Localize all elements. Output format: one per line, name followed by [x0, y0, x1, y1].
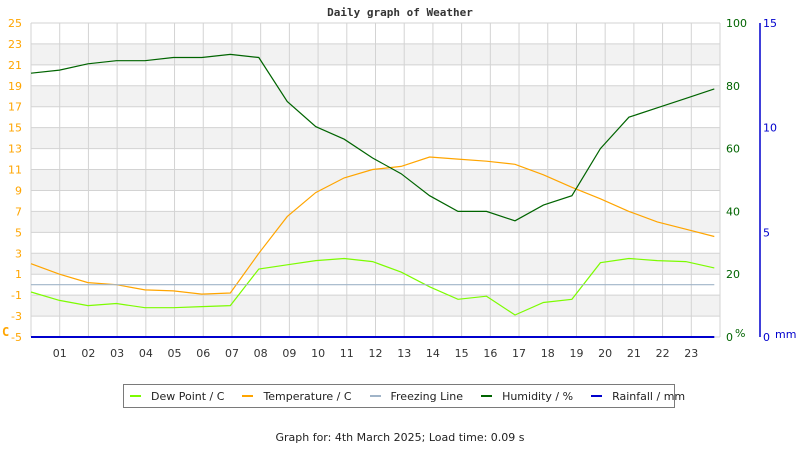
- x-tick-label: 05: [168, 347, 182, 360]
- x-tick-label: 13: [397, 347, 411, 360]
- temperature-swatch-icon: [242, 395, 254, 397]
- legend: Dew Point / C Temperature / C Freezing L…: [123, 384, 685, 408]
- x-tick-label: 01: [53, 347, 67, 360]
- y-tick-label: 25: [8, 17, 22, 30]
- humidity-tick-label: 100: [726, 17, 747, 30]
- x-tick-label: 19: [569, 347, 583, 360]
- x-tick-label: 22: [656, 347, 670, 360]
- legend-label: Dew Point / C: [151, 389, 225, 403]
- graph-footer: Graph for: 4th March 2025; Load time: 0.…: [275, 431, 525, 444]
- humidity-tick-label: 80: [726, 80, 740, 93]
- dew-point-swatch-icon: [130, 395, 141, 397]
- rain-unit-label: mm: [775, 328, 796, 341]
- chart-title: Daily graph of Weather: [327, 6, 473, 19]
- x-tick-label: 17: [512, 347, 526, 360]
- x-tick-label: 16: [483, 347, 497, 360]
- x-tick-label: 11: [340, 347, 354, 360]
- humidity-tick-label: 20: [726, 268, 740, 281]
- humidity-unit-label: %: [735, 327, 745, 340]
- x-tick-label: 18: [541, 347, 555, 360]
- legend-item-humidity: Humidity / %: [481, 390, 573, 403]
- y-tick-label: 23: [8, 38, 22, 51]
- x-tick-label: 04: [139, 347, 153, 360]
- x-tick-label: 09: [282, 347, 296, 360]
- humidity-tick-label: 60: [726, 143, 740, 156]
- legend-label: Temperature / C: [263, 389, 352, 403]
- x-tick-label: 15: [455, 347, 469, 360]
- rain-tick-label: 0: [763, 331, 770, 344]
- y-tick-label: 17: [8, 101, 22, 114]
- x-tick-label: 21: [627, 347, 641, 360]
- rainfall-swatch-icon: [591, 395, 603, 397]
- y-tick-label: 7: [15, 205, 22, 218]
- rain-tick-label: 5: [763, 226, 770, 239]
- y-tick-label: 9: [15, 184, 22, 197]
- x-tick-label: 03: [110, 347, 124, 360]
- x-tick-label: 07: [225, 347, 239, 360]
- axes: 252321191715131197531-1-3-5C100806040200…: [2, 17, 796, 360]
- y-tick-label: 21: [8, 59, 22, 72]
- rain-tick-label: 10: [763, 122, 777, 135]
- x-tick-label: 12: [369, 347, 383, 360]
- legend-item-rainfall: Rainfall / mm: [591, 390, 685, 403]
- x-tick-label: 02: [81, 347, 95, 360]
- series-line: [30, 156, 715, 295]
- humidity-tick-label: 40: [726, 205, 740, 218]
- legend-item-freezing-line: Freezing Line: [369, 389, 464, 403]
- y-tick-label: 13: [8, 143, 22, 156]
- y-tick-label: 5: [15, 226, 22, 239]
- humidity-swatch-icon: [481, 395, 493, 397]
- gridlines: [30, 22, 721, 338]
- y-tick-label: -3: [11, 310, 22, 323]
- y-tick-label: 11: [8, 164, 22, 177]
- y-tick-label: 1: [15, 268, 22, 281]
- legend-label: Rainfall / mm: [612, 389, 686, 403]
- legend-label: Freezing Line: [390, 389, 464, 403]
- left-unit-label: C: [2, 325, 9, 339]
- x-tick-label: 08: [254, 347, 268, 360]
- weather-chart: 252321191715131197531-1-3-5C100806040200…: [2, 17, 796, 360]
- data-lines: [30, 53, 715, 338]
- legend-item-temperature: Temperature / C: [242, 389, 352, 403]
- rain-tick-label: 15: [763, 17, 777, 30]
- y-tick-label: -1: [11, 289, 22, 302]
- y-tick-label: 3: [15, 247, 22, 260]
- y-tick-label: 19: [8, 80, 22, 93]
- legend-label: Humidity / %: [502, 389, 574, 403]
- series-line: [30, 257, 715, 316]
- legend-item-dew-point: Dew Point / C: [130, 390, 224, 403]
- humidity-tick-label: 0: [726, 331, 733, 344]
- x-tick-label: 20: [598, 347, 612, 360]
- x-tick-label: 10: [311, 347, 325, 360]
- y-tick-label: -5: [11, 331, 22, 344]
- y-tick-label: 15: [8, 122, 22, 135]
- series-line: [30, 53, 715, 222]
- freezing-swatch-icon: [369, 395, 381, 397]
- x-tick-label: 14: [426, 347, 440, 360]
- x-tick-label: 23: [684, 347, 698, 360]
- x-tick-label: 06: [196, 347, 210, 360]
